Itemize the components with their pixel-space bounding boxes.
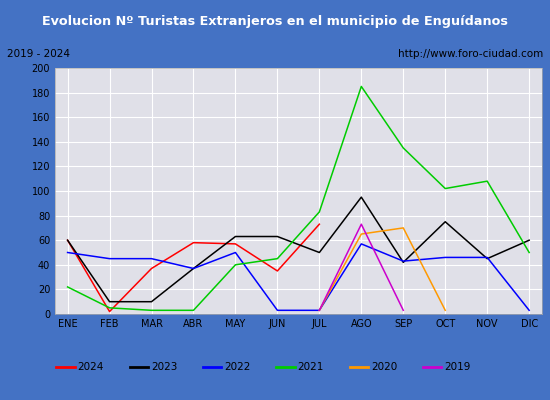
Text: Evolucion Nº Turistas Extranjeros en el municipio de Enguídanos: Evolucion Nº Turistas Extranjeros en el … bbox=[42, 14, 508, 28]
Text: 2021: 2021 bbox=[298, 362, 324, 372]
Text: 2022: 2022 bbox=[224, 362, 251, 372]
Text: http://www.foro-ciudad.com: http://www.foro-ciudad.com bbox=[398, 49, 543, 59]
Text: 2019 - 2024: 2019 - 2024 bbox=[7, 49, 70, 59]
Text: 2023: 2023 bbox=[151, 362, 178, 372]
Text: 2024: 2024 bbox=[78, 362, 104, 372]
Text: 2019: 2019 bbox=[444, 362, 471, 372]
Text: 2020: 2020 bbox=[371, 362, 397, 372]
